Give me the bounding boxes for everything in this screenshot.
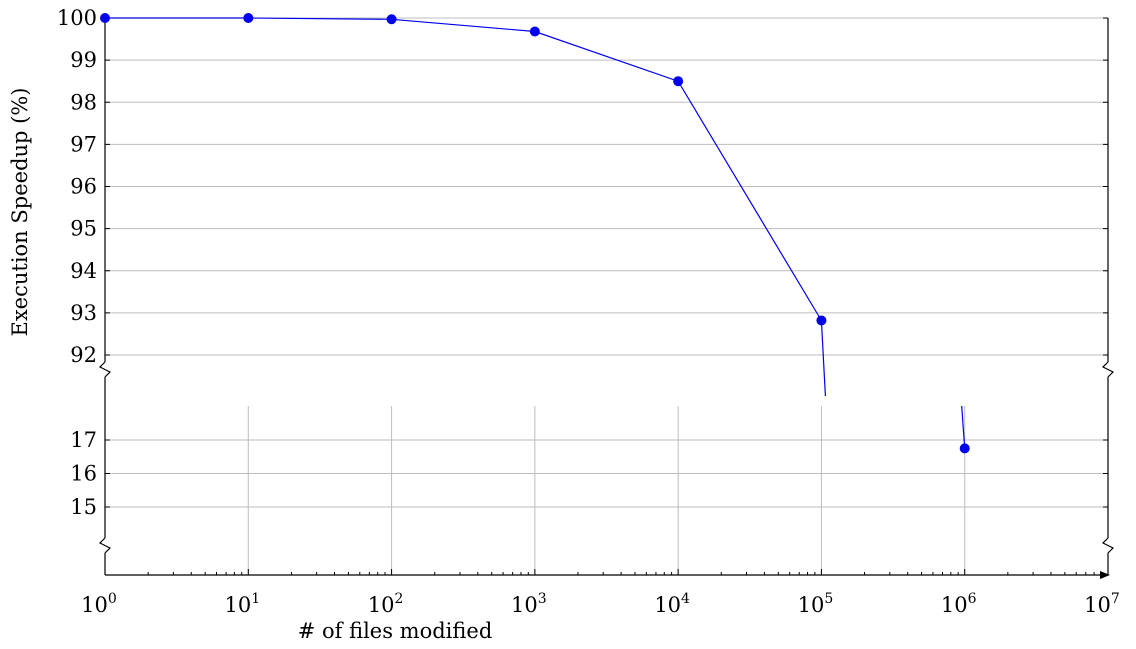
axis-break-mark [98,361,112,378]
y-tick-label: 95 [70,217,97,241]
x-axis-label: # of files modified [298,619,493,643]
y-tick-label: 93 [70,301,97,325]
x-tick-label: 103 [511,591,547,617]
x-axis-arrow [1100,571,1110,579]
y-tick-label: 92 [70,343,97,367]
y-tick-label: 96 [70,175,97,199]
x-tick-label: 106 [941,591,977,617]
data-point [673,76,684,87]
axis-break-mark [1101,537,1115,554]
y-tick-label: 94 [70,259,97,283]
y-tick-label: 100 [57,6,97,30]
data-point [386,14,397,25]
data-point [816,315,827,326]
y-axis-label: Execution Speedup (%) [8,88,32,337]
y-tick-label: 17 [70,428,97,452]
data-series [100,13,970,454]
axis-break-mark [98,537,112,554]
grid [105,17,1108,575]
x-tick-label: 102 [368,591,404,617]
series-line [961,405,966,449]
data-point [243,13,254,23]
x-tick-label: 107 [1084,591,1120,617]
y-tick-label: 97 [70,132,97,156]
x-tick-label: 104 [654,591,690,617]
data-point [100,13,110,23]
data-point [529,26,540,37]
y-tick-label: 99 [70,48,97,72]
axis-break-mark [1101,361,1115,378]
y-tick-label: 16 [70,462,97,486]
y-tick-label: 98 [70,90,97,114]
tick-labels: 92 93 94 95 96 97 98 99 100 15 16 17 100 101 102 103 104… [57,6,1120,617]
data-point [959,443,970,454]
series-line [105,17,826,397]
x-tick-label: 105 [798,591,834,617]
x-tick-label: 101 [224,591,260,617]
axes [98,17,1115,579]
y-tick-label: 15 [70,495,97,519]
x-tick-label: 100 [81,591,117,617]
